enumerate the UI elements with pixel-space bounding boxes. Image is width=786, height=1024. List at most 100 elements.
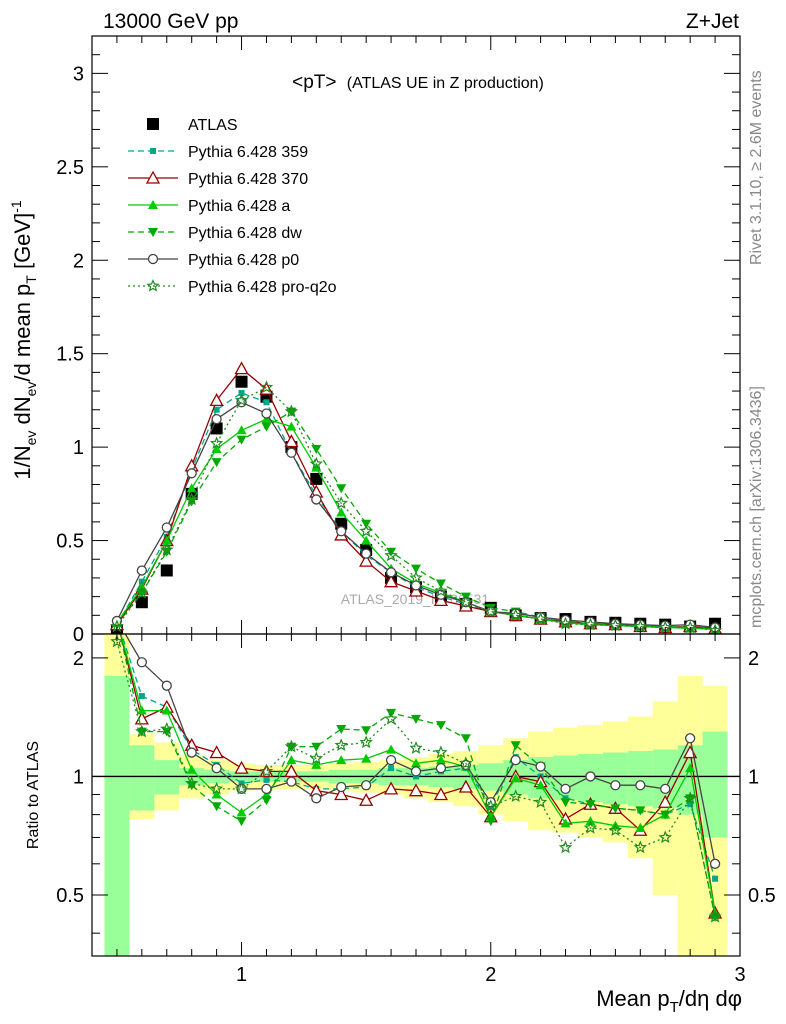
main-point bbox=[411, 564, 421, 574]
ratio-point bbox=[658, 830, 673, 844]
legend-label: Pythia 6.428 a bbox=[188, 198, 290, 215]
ratio-point bbox=[535, 780, 546, 790]
ratio-point bbox=[410, 766, 422, 777]
ratio-point bbox=[608, 823, 623, 836]
legend-label: ATLAS bbox=[188, 117, 238, 134]
ratio-point bbox=[261, 796, 272, 806]
main-point bbox=[135, 585, 149, 599]
ratio-point bbox=[211, 762, 222, 774]
ratio-point bbox=[383, 781, 399, 795]
ratio-point bbox=[209, 781, 224, 795]
ratio-point bbox=[336, 781, 347, 793]
x-tick-label: 2 bbox=[485, 964, 496, 986]
main-point bbox=[209, 436, 224, 450]
main-point bbox=[311, 494, 322, 505]
main-point bbox=[161, 522, 172, 533]
main-point bbox=[361, 548, 372, 559]
main-point bbox=[385, 567, 397, 578]
main-point bbox=[309, 456, 323, 470]
main-point bbox=[261, 408, 272, 419]
ratio-point bbox=[635, 780, 646, 791]
header-left: 13000 GeV pp bbox=[103, 10, 238, 33]
ratio-point bbox=[585, 816, 596, 826]
main-point bbox=[261, 422, 272, 432]
legend-entry: Pythia 6.428 359 bbox=[128, 144, 308, 161]
legend-entry: Pythia 6.428 pro-q2o bbox=[128, 278, 337, 296]
main-series-6 bbox=[110, 380, 722, 634]
ratio-point bbox=[683, 791, 697, 805]
band-inner bbox=[602, 752, 628, 805]
main-point bbox=[284, 404, 299, 418]
x-axis-label: Mean pT/dη dφ bbox=[596, 986, 742, 1016]
ratio-point bbox=[533, 795, 548, 808]
band-inner bbox=[104, 675, 130, 956]
ratio-point bbox=[209, 745, 224, 759]
ratio-point bbox=[286, 776, 297, 787]
ratio-point bbox=[660, 783, 671, 795]
ratio-point bbox=[560, 818, 571, 828]
main-point bbox=[383, 574, 399, 588]
main-y-tick-label: 1 bbox=[73, 437, 84, 459]
ratio-point bbox=[458, 779, 473, 793]
ratio-point bbox=[560, 783, 571, 795]
ratio-series-line bbox=[116, 641, 716, 918]
main-point bbox=[213, 406, 220, 413]
main-panel: ATLAS_2019_I1736531 00.511.522.53 <pT> (… bbox=[8, 35, 741, 646]
ratio-point bbox=[359, 735, 373, 749]
ratio-point bbox=[236, 807, 247, 817]
main-y-tick-label: 0.5 bbox=[56, 531, 84, 553]
ratio-point bbox=[635, 806, 646, 816]
x-tick-label: 3 bbox=[734, 964, 745, 986]
ratio-point bbox=[483, 799, 498, 812]
x-axis-ticks bbox=[116, 36, 716, 634]
main-point bbox=[160, 542, 174, 556]
ratio-point bbox=[311, 742, 322, 752]
ratio-point bbox=[687, 801, 694, 808]
legend-entry: Pythia 6.428 a bbox=[128, 198, 290, 215]
ratio-point bbox=[709, 858, 721, 869]
main-series-2 bbox=[109, 361, 723, 634]
ratio-point bbox=[433, 787, 449, 801]
ratio-point bbox=[408, 783, 424, 797]
ratio-point bbox=[334, 787, 349, 801]
main-y-tick-label: 1.5 bbox=[56, 344, 84, 366]
svg-text:<pT> (ATLAS UE in Z pr: <pT> (ATLAS UE in Z production) bbox=[292, 72, 544, 93]
ratio-point bbox=[234, 781, 249, 795]
ratio-point bbox=[510, 755, 521, 766]
ratio-point bbox=[136, 705, 147, 715]
main-point bbox=[384, 548, 398, 562]
x-tick-labels: 1 2 3 bbox=[236, 964, 746, 986]
legend-entry: ATLAS bbox=[147, 117, 238, 134]
ratio-point bbox=[161, 705, 172, 715]
legend-label: Pythia 6.428 359 bbox=[188, 144, 308, 161]
band-inner bbox=[627, 751, 653, 807]
x-tick-label: 1 bbox=[236, 964, 247, 986]
ratio-ylabel: Ratio to ATLAS bbox=[25, 741, 42, 849]
header-right: Z+Jet bbox=[686, 10, 739, 33]
legend-marker bbox=[147, 118, 159, 130]
ratio-point bbox=[509, 789, 523, 803]
ratio-y-tick-label-right: 2 bbox=[748, 648, 759, 670]
ratio-point bbox=[263, 776, 270, 783]
ratio-point bbox=[336, 755, 347, 765]
ratio-point bbox=[385, 755, 397, 766]
ratio-point bbox=[311, 759, 322, 769]
ratio-point bbox=[510, 773, 521, 783]
ratio-point bbox=[660, 810, 671, 820]
main-point bbox=[209, 393, 224, 407]
main-point bbox=[235, 375, 248, 388]
ratio-y-tick-label-left: 0.5 bbox=[56, 885, 84, 907]
main-point bbox=[336, 484, 347, 494]
main-point bbox=[361, 519, 372, 529]
ratio-point bbox=[685, 733, 696, 744]
plot-title: <pT> (ATLAS UE in Z production) bbox=[292, 72, 544, 93]
main-point bbox=[359, 524, 373, 537]
ratio-point bbox=[211, 802, 222, 812]
rivet-label: Rivet 3.1.10, ≥ 2.6M events bbox=[748, 70, 765, 265]
main-point bbox=[434, 583, 448, 597]
main-point bbox=[186, 468, 197, 479]
ratio-point bbox=[284, 739, 299, 753]
main-y-tick-label: 2 bbox=[73, 250, 84, 272]
ratio-point bbox=[535, 761, 546, 772]
